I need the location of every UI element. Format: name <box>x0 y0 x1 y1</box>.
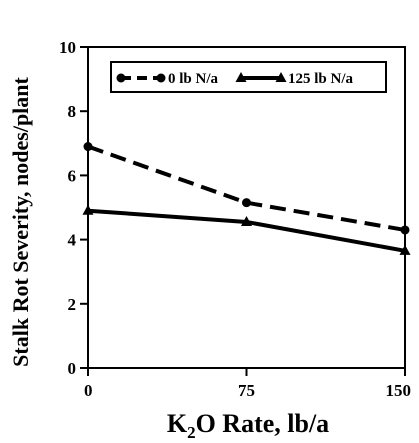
legend: 0 lb N/a 125 lb N/a <box>110 61 387 93</box>
y-tick-label: 6 <box>68 166 77 185</box>
x-axis-title: K2O Rate, lb/a <box>167 409 329 442</box>
legend-label-2: 125 lb N/a <box>288 71 354 87</box>
x-tick-label: 75 <box>238 381 255 400</box>
data-layer <box>82 142 411 255</box>
axes: 0 2 4 6 8 10 0 75 150 <box>59 38 411 400</box>
legend-marker-1 <box>156 73 166 83</box>
legend-marker-2 <box>235 72 247 82</box>
legend-marker-1 <box>116 73 126 83</box>
data-point-1 <box>242 198 251 208</box>
y-axis-title: Stalk Rot Severity, nodes/plant <box>8 76 33 366</box>
x-axis-title-prefix: K <box>167 409 188 438</box>
data-point-2 <box>399 244 411 255</box>
y-tick-label: 0 <box>68 359 77 378</box>
y-tick-label: 2 <box>68 295 77 314</box>
x-tick-label: 0 <box>84 381 93 400</box>
x-axis-title-subscript: 2 <box>187 423 196 442</box>
data-point-2 <box>82 204 94 215</box>
legend-label-1: 0 lb N/a <box>168 71 219 87</box>
legend-marker-2 <box>275 72 287 82</box>
x-tick-label: 150 <box>386 381 412 400</box>
y-tick-label: 10 <box>59 38 76 57</box>
data-point-1 <box>83 142 93 152</box>
plot-frame <box>87 46 406 369</box>
data-point-2 <box>241 215 252 226</box>
data-point-1 <box>400 225 410 235</box>
y-tick-label: 4 <box>68 231 77 250</box>
y-tick-label: 8 <box>68 102 77 121</box>
x-axis-title-suffix: O Rate, lb/a <box>196 409 330 438</box>
